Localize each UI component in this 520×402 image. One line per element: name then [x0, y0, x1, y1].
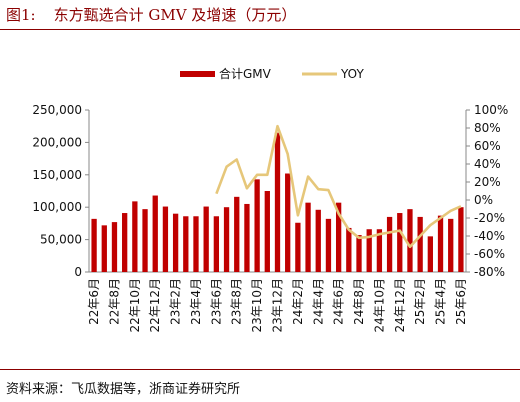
x-axis-tick-label: 24年2月: [291, 278, 305, 325]
right-axis-tick-label: 20%: [474, 175, 501, 189]
source-note: 资料来源：飞瓜数据等，浙商证券研究所: [6, 382, 241, 397]
x-axis-tick-label: 25年4月: [434, 278, 448, 325]
x-axis-tick-label: 23年4月: [189, 278, 203, 325]
legend-yoy-label: YOY: [340, 67, 364, 81]
figure-label: 图1:: [6, 6, 36, 24]
gmv-bar: [427, 236, 433, 272]
gmv-bar: [366, 229, 372, 272]
x-axis-tick-label: 25年6月: [454, 278, 468, 325]
gmv-bar: [264, 191, 270, 272]
gmv-bar: [295, 222, 301, 272]
x-axis-tick-label: 23年2月: [169, 278, 183, 325]
left-axis-tick-label: 100,000: [32, 200, 82, 214]
right-axis-tick-label: 100%: [474, 103, 508, 117]
gmv-bar: [325, 218, 332, 272]
gmv-bar: [162, 206, 169, 272]
gmv-bar: [386, 216, 393, 272]
gmv-bar: [223, 207, 230, 272]
gmv-bar: [172, 213, 179, 272]
gmv-bar: [458, 207, 464, 272]
x-axis-tick-label: 22年8月: [107, 278, 121, 325]
gmv-bar: [244, 203, 250, 272]
x-axis-tick-label: 22年10月: [128, 278, 142, 333]
left-axis-tick-label: 150,000: [32, 168, 82, 182]
gmv-bar: [356, 235, 362, 272]
gmv-bar: [305, 202, 311, 272]
gmv-bar: [346, 227, 352, 272]
gmv-bar: [101, 225, 107, 272]
gmv-bar: [213, 216, 220, 272]
bottom-rule: [0, 369, 520, 370]
gmv-bar: [397, 213, 403, 272]
gmv-bar: [376, 229, 383, 272]
gmv-bar: [203, 206, 209, 272]
gmv-bar: [122, 213, 128, 272]
top-rule: [0, 29, 520, 30]
gmv-bar: [183, 216, 189, 272]
gmv-bar: [254, 179, 260, 272]
legend-gmv-swatch: [180, 71, 215, 77]
gmv-bar: [437, 215, 444, 272]
x-axis-tick-label: 25年2月: [413, 278, 427, 325]
right-axis-tick-label: 40%: [474, 157, 501, 171]
gmv-bar: [448, 218, 454, 272]
x-axis-tick-label: 23年10月: [250, 278, 264, 333]
right-axis-tick-label: -40%: [474, 229, 505, 243]
right-axis-tick-label: 60%: [474, 139, 501, 153]
gmv-bar: [234, 196, 240, 272]
gmv-bar: [152, 195, 158, 272]
right-axis-tick-label: -80%: [474, 265, 505, 279]
gmv-bar: [132, 201, 138, 272]
gmv-bar: [315, 209, 321, 272]
gmv-bar: [91, 218, 97, 272]
legend-gmv-label: 合计GMV: [219, 66, 272, 81]
left-axis-tick-label: 50,000: [40, 233, 82, 247]
chart-title: 图1: 东方甄选合计 GMV 及增速（万元）: [6, 4, 296, 25]
left-axis-tick-label: 250,000: [32, 103, 82, 117]
x-axis-tick-label: 24年4月: [311, 278, 325, 325]
x-axis-tick-label: 24年10月: [372, 278, 386, 333]
figure-title-text: 东方甄选合计 GMV 及增速（万元）: [53, 6, 297, 24]
x-axis-tick-label: 23年6月: [209, 278, 223, 325]
gmv-bar: [193, 216, 199, 272]
gmv-bar: [142, 209, 148, 272]
x-axis-tick-label: 24年6月: [332, 278, 346, 325]
right-axis-tick-label: -20%: [474, 211, 505, 225]
x-axis-tick-label: 22年6月: [87, 278, 101, 325]
gmv-yoy-chart: 0 50,000 100,000 150,000 200,000 250,000 -80% -…: [32, 66, 508, 333]
x-axis-tick-label: 23年8月: [230, 278, 244, 325]
right-axis-tick-label: 80%: [474, 121, 501, 135]
x-axis-tick-label: 24年12月: [393, 278, 407, 333]
gmv-bar: [111, 222, 118, 272]
yoy-line: [215, 124, 462, 249]
left-axis-tick-label: 0: [74, 265, 82, 279]
gmv-bar: [417, 216, 423, 272]
x-axis-tick-label: 24年8月: [352, 278, 366, 325]
right-axis-tick-label: 0%: [474, 193, 493, 207]
gmv-bar: [285, 173, 291, 272]
gmv-bar: [335, 202, 342, 272]
right-axis-tick-label: -60%: [474, 247, 505, 261]
left-axis-tick-label: 200,000: [32, 135, 82, 149]
gmv-bar: [407, 209, 413, 272]
gmv-bar: [274, 132, 281, 272]
x-axis-tick-label: 23年12月: [271, 278, 285, 333]
x-axis-tick-label: 22年12月: [148, 278, 162, 333]
